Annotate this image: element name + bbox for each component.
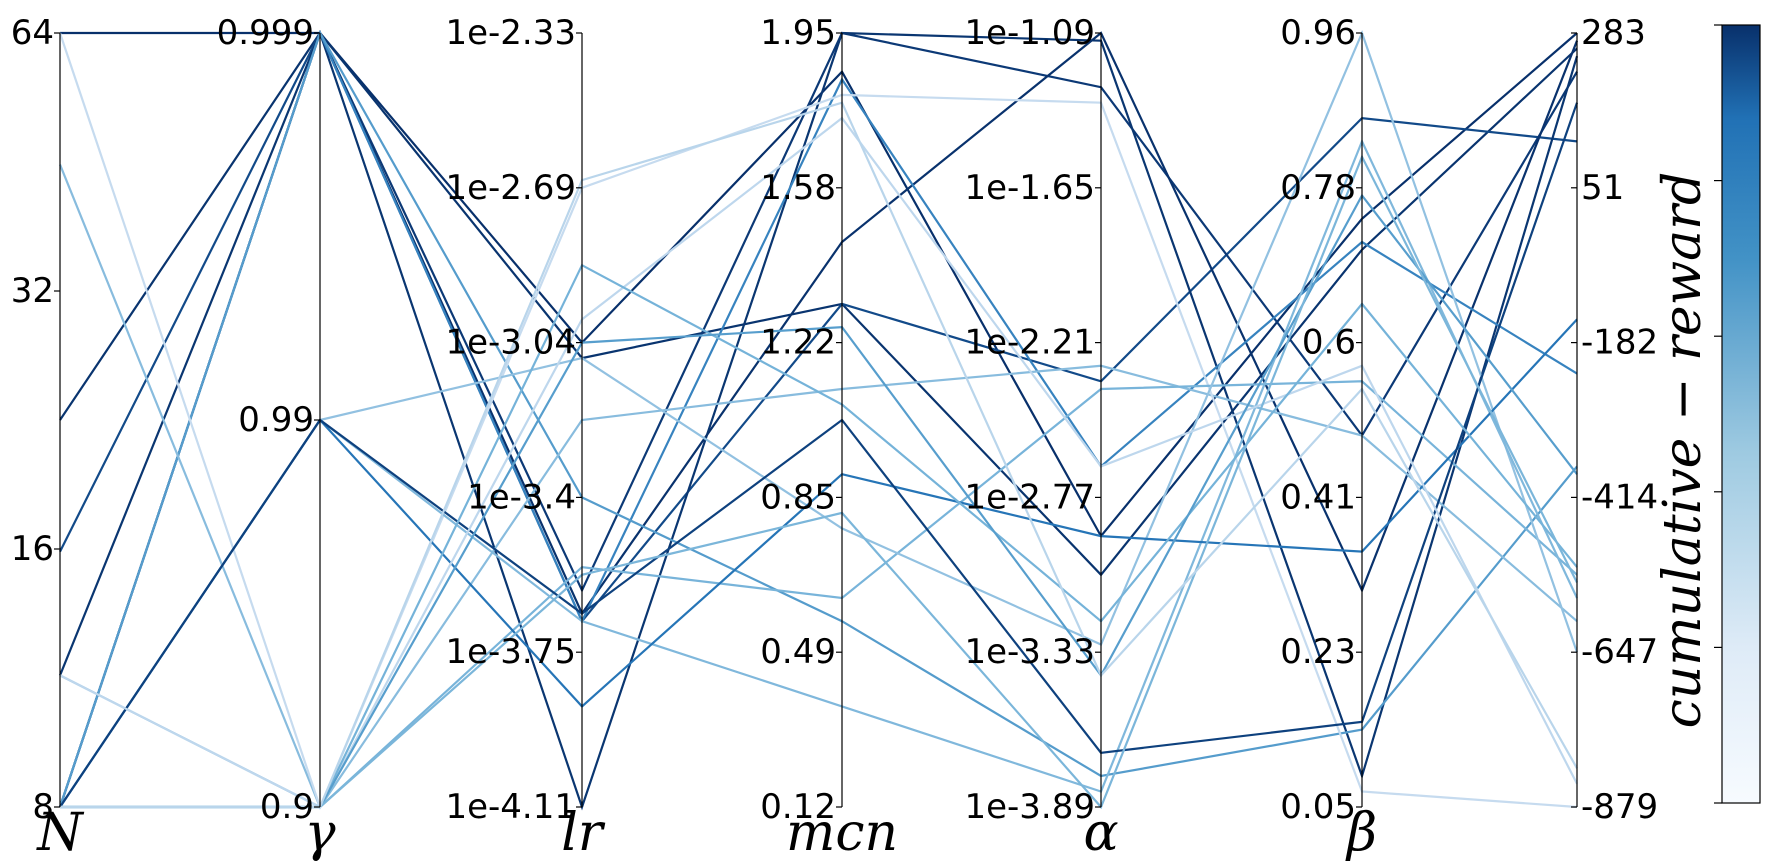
tick-label: 64 xyxy=(11,13,54,53)
tick-label: 0.78 xyxy=(1280,168,1356,208)
axis-name-5: α xyxy=(1083,803,1118,862)
tick-label: 1.22 xyxy=(760,323,836,363)
axes-layer: 64 32 16 8N 0.999 0.99 0.9γ 1e-2.33 1e-2.69 1e-3.… xyxy=(11,13,1658,862)
tick-label: 1e-4.11 xyxy=(445,787,576,827)
axis-name-4: mcn xyxy=(786,803,898,862)
tick-label: 0.05 xyxy=(1280,787,1356,827)
tick-label: 16 xyxy=(11,529,54,569)
axis-name-6: β xyxy=(1345,803,1377,862)
tick-label: 0.23 xyxy=(1280,632,1356,672)
colorbar-tick-label: 51 xyxy=(1581,168,1624,208)
colorbar xyxy=(1714,24,1761,804)
tick-label: 0.96 xyxy=(1280,13,1356,53)
tick-label: 8 xyxy=(32,787,54,827)
colorbar-tick-label: -414 xyxy=(1581,477,1658,517)
tick-label: 1e-3.4 xyxy=(467,477,576,517)
axis-name-3: lr xyxy=(561,803,606,862)
tick-label: 1e-3.89 xyxy=(964,787,1095,827)
tick-label: 0.99 xyxy=(238,400,314,440)
tick-label: 1.95 xyxy=(760,13,836,53)
colorbar-tick-label: -182 xyxy=(1581,323,1658,363)
tick-label: 0.9 xyxy=(260,787,314,827)
colorbar-label: cumulative − reward xyxy=(1653,172,1713,729)
tick-label: 0.12 xyxy=(760,787,836,827)
colorbar-tick-label: -647 xyxy=(1581,632,1658,672)
tick-label: 1e-2.69 xyxy=(445,168,576,208)
data-line-15 xyxy=(59,102,1579,808)
tick-label: 1e-1.09 xyxy=(964,13,1095,53)
tick-label: 1e-3.33 xyxy=(964,632,1095,672)
colorbar-tick-label: -879 xyxy=(1581,787,1658,827)
tick-label: 0.49 xyxy=(760,632,836,672)
axis-name-2: γ xyxy=(304,803,336,862)
tick-label: 1e-2.21 xyxy=(964,323,1095,363)
tick-label: 32 xyxy=(11,271,54,311)
tick-label: 1e-2.33 xyxy=(445,13,576,53)
axis-name-1: N xyxy=(35,803,84,862)
tick-label: 1.58 xyxy=(760,168,836,208)
colorbar-gradient xyxy=(1721,24,1761,804)
data-line-1 xyxy=(60,31,1578,539)
data-line-20 xyxy=(60,101,1578,809)
tick-label: 1e-3.75 xyxy=(445,632,576,672)
tick-label: 1e-2.77 xyxy=(964,477,1095,517)
tick-label: 0.6 xyxy=(1302,323,1356,363)
tick-label: 1e-3.04 xyxy=(445,323,576,363)
tick-label: 0.999 xyxy=(217,13,314,53)
tick-label: 1e-1.65 xyxy=(964,168,1095,208)
data-line-16 xyxy=(59,116,1578,809)
colorbar-tick-label: 283 xyxy=(1581,13,1646,53)
tick-label: 0.85 xyxy=(760,477,836,517)
tick-label: 0.41 xyxy=(1280,477,1356,517)
